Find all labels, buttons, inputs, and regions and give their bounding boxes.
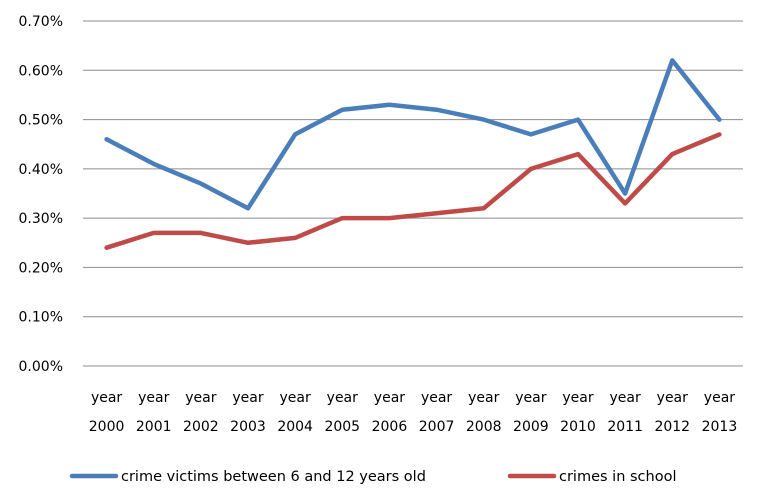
data-point <box>623 192 627 195</box>
data-point <box>576 152 580 156</box>
data-point <box>246 241 250 244</box>
data-point <box>341 216 344 220</box>
y-tick-label: 0.40% <box>19 162 63 178</box>
y-tick-label: 0.10% <box>19 310 63 326</box>
data-point <box>482 118 485 121</box>
x-axis-tick-labels: year 2000 year 2001 year 2002 year 2003 year 2004… <box>89 390 737 435</box>
data-point <box>435 212 438 215</box>
x-tick-label: year 2011 <box>607 390 643 435</box>
gridlines <box>83 20 743 367</box>
y-tick-label: 0.70% <box>19 14 63 30</box>
series-lines <box>104 58 722 250</box>
y-tick-label: 0.60% <box>19 63 63 79</box>
data-point <box>199 231 203 235</box>
data-point <box>152 162 155 166</box>
y-tick-label: 0.00% <box>19 359 63 375</box>
y-tick-label: 0.20% <box>19 260 63 276</box>
x-tick-label: year 2012 <box>654 390 690 435</box>
y-tick-label: 0.30% <box>19 211 63 227</box>
x-tick-label: year 2008 <box>466 390 502 435</box>
legend: crime victims between 6 and 12 years old… <box>69 469 677 485</box>
data-point <box>105 246 108 249</box>
x-tick-label: year 2002 <box>183 390 219 435</box>
x-tick-label: year 2009 <box>513 390 549 435</box>
data-point <box>152 231 155 235</box>
data-point <box>482 207 485 210</box>
x-tick-label: year 2003 <box>230 390 266 435</box>
series-line-2 <box>104 132 722 250</box>
data-point <box>529 167 533 171</box>
x-tick-label: year 2013 <box>702 390 738 435</box>
data-point <box>435 108 438 111</box>
data-point <box>718 133 721 136</box>
legend-label: crime victims between 6 and 12 years old <box>121 469 426 485</box>
data-point <box>671 152 674 156</box>
data-point <box>388 216 391 220</box>
x-tick-label: year 2005 <box>324 390 360 435</box>
data-point <box>388 103 391 106</box>
y-tick-label: 0.50% <box>19 113 63 129</box>
series-line-1 <box>104 58 722 211</box>
data-point <box>341 108 344 111</box>
data-point <box>671 59 674 62</box>
data-point <box>529 133 533 136</box>
data-point <box>105 138 108 141</box>
data-point <box>293 133 297 136</box>
y-axis-tick-labels: 0.00% 0.10% 0.20% 0.30% 0.40% 0.50% 0.60% 0.70% <box>19 14 63 375</box>
data-point <box>246 207 250 210</box>
data-point <box>199 182 203 185</box>
data-point <box>623 202 627 205</box>
x-tick-label: year 2007 <box>419 390 455 435</box>
data-point <box>293 236 297 240</box>
data-point <box>718 118 721 121</box>
x-tick-label: year 2000 <box>89 390 125 435</box>
x-tick-label: year 2001 <box>136 390 172 435</box>
x-tick-label: year 2004 <box>277 390 313 435</box>
legend-label: crimes in school <box>559 469 677 485</box>
x-tick-label: year 2006 <box>372 390 408 435</box>
x-tick-label: year 2010 <box>560 390 596 435</box>
data-point <box>576 118 580 121</box>
